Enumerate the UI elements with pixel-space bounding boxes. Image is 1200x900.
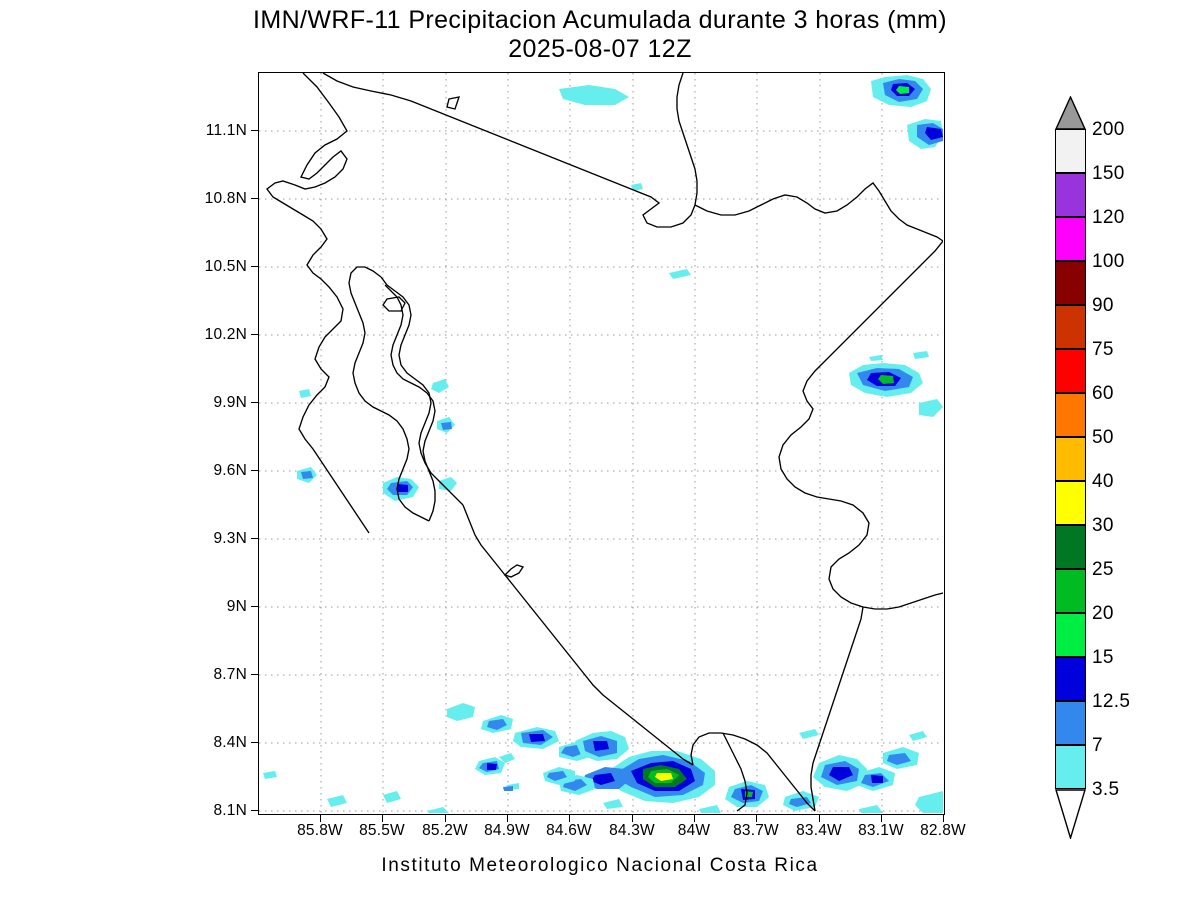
y-axis-label-9N: 9N <box>226 598 247 615</box>
x-tick <box>569 815 571 822</box>
colorbar-label-75: 75 <box>1092 339 1114 360</box>
colorbar-segment-30-40 <box>1055 525 1086 569</box>
colorbar-label-30: 30 <box>1092 515 1114 536</box>
y-tick <box>251 130 258 132</box>
colorbar-label-40: 40 <box>1092 471 1114 492</box>
colorbar-bottom-arrow-icon <box>1055 789 1086 839</box>
x-axis-label-84.3W: 84.3W <box>609 822 655 839</box>
y-axis-label-11.1N: 11.1N <box>205 122 247 139</box>
x-tick <box>943 815 945 822</box>
y-tick <box>251 402 258 404</box>
precipitation-contours <box>263 75 943 813</box>
colorbar-segment-12.5-15 <box>1055 701 1086 745</box>
map-gridlines <box>259 73 943 813</box>
y-tick <box>251 198 258 200</box>
colorbar-top-arrow-icon <box>1055 96 1086 130</box>
colorbar-segment-120-150 <box>1055 217 1086 261</box>
x-tick <box>445 815 447 822</box>
x-tick <box>507 815 509 822</box>
y-axis-label-9.3N: 9.3N <box>213 530 247 547</box>
colorbar-segment-25-30 <box>1055 569 1086 613</box>
colorbar-legend: 200 150 120 100 90 75 60 50 40 30 25 20 … <box>1047 96 1197 839</box>
y-tick <box>251 742 258 744</box>
y-tick <box>251 810 258 812</box>
y-axis-label-9.6N: 9.6N <box>213 462 247 479</box>
x-axis-label-84W: 84W <box>677 822 711 839</box>
x-axis-label-83.1W: 83.1W <box>858 822 904 839</box>
colorbar-label-3.5: 3.5 <box>1092 779 1120 800</box>
y-axis-label-8.7N: 8.7N <box>213 666 247 683</box>
map-canvas <box>259 73 943 813</box>
colorbar-label-90: 90 <box>1092 295 1114 316</box>
y-tick <box>251 470 258 472</box>
title-line-1: IMN/WRF-11 Precipitacion Acumulada duran… <box>253 6 947 34</box>
x-axis-label-84.9W: 84.9W <box>484 822 530 839</box>
colorbar-segment-150-200 <box>1055 173 1086 217</box>
y-axis-label-8.4N: 8.4N <box>213 734 247 751</box>
x-axis-label-85.8W: 85.8W <box>297 822 343 839</box>
y-axis-label-9.9N: 9.9N <box>213 394 247 411</box>
colorbar-segment-60-75 <box>1055 393 1086 437</box>
x-axis-label-84.6W: 84.6W <box>546 822 592 839</box>
y-axis-label-10.2N: 10.2N <box>204 326 247 343</box>
x-tick <box>382 815 384 822</box>
x-tick <box>694 815 696 822</box>
colorbar-segment-40-50 <box>1055 481 1086 525</box>
x-axis-label-85.2W: 85.2W <box>422 822 468 839</box>
x-axis-label-82.8W: 82.8W <box>920 822 966 839</box>
colorbar-label-25: 25 <box>1092 559 1114 580</box>
colorbar-label-60: 60 <box>1092 383 1114 404</box>
colorbar-segment-50-60 <box>1055 437 1086 481</box>
y-axis-label-8.1N: 8.1N <box>213 802 247 819</box>
colorbar-segment-7-12.5 <box>1055 745 1086 789</box>
colorbar-segment-above-200 <box>1055 129 1086 173</box>
y-tick <box>251 538 258 540</box>
coastline-paths <box>266 73 943 812</box>
colorbar-label-120: 120 <box>1092 207 1125 228</box>
map-plot-area <box>258 72 945 815</box>
title-line-2: 2025-08-07 12Z <box>508 35 692 63</box>
colorbar-segment-75-90 <box>1055 349 1086 393</box>
y-axis-label-10.5N: 10.5N <box>204 258 247 275</box>
colorbar-label-7: 7 <box>1092 735 1103 756</box>
colorbar-segment-20-25 <box>1055 613 1086 657</box>
y-tick <box>251 674 258 676</box>
x-tick <box>881 815 883 822</box>
x-tick <box>819 815 821 822</box>
colorbar-segment-100-120 <box>1055 261 1086 305</box>
y-tick <box>251 606 258 608</box>
x-tick <box>756 815 758 822</box>
x-axis-label-85.5W: 85.5W <box>359 822 405 839</box>
chart-title: IMN/WRF-11 Precipitacion Acumulada duran… <box>0 6 1200 64</box>
colorbar-label-12.5: 12.5 <box>1092 691 1131 712</box>
x-tick <box>320 815 322 822</box>
colorbar-label-200: 200 <box>1092 119 1125 140</box>
y-axis-label-10.8N: 10.8N <box>204 190 247 207</box>
colorbar-label-50: 50 <box>1092 427 1114 448</box>
x-tick <box>632 815 634 822</box>
colorbar-segment-90-100 <box>1055 305 1086 349</box>
colorbar-segment-15-20 <box>1055 657 1086 701</box>
colorbar-label-150: 150 <box>1092 163 1125 184</box>
footer-attribution: Instituto Meteorologico Nacional Costa R… <box>381 855 819 876</box>
y-tick <box>251 266 258 268</box>
x-axis-label-83.4W: 83.4W <box>796 822 842 839</box>
colorbar-label-100: 100 <box>1092 251 1125 272</box>
x-axis-label-83.7W: 83.7W <box>733 822 779 839</box>
y-tick <box>251 334 258 336</box>
colorbar-label-20: 20 <box>1092 603 1114 624</box>
colorbar-label-15: 15 <box>1092 647 1114 668</box>
